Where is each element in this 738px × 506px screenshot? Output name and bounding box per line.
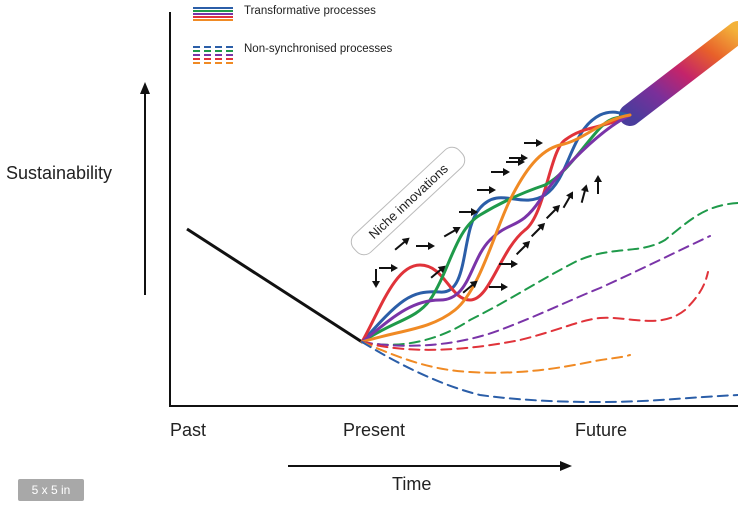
innovation-arrow <box>545 204 561 220</box>
nonsync-green <box>361 202 738 346</box>
innovation-arrow <box>462 280 478 294</box>
innovation-arrows <box>372 139 602 294</box>
innovation-arrow <box>477 186 496 194</box>
non-synchronised-processes <box>361 202 738 404</box>
size-badge: 5 x 5 in <box>18 479 84 501</box>
legend-non-synchronised-label: Non-synchronised processes <box>244 43 393 55</box>
transformative-orange <box>360 113 632 344</box>
transformative-processes <box>360 110 632 344</box>
nonsync-red <box>361 271 709 351</box>
time-arrowhead <box>560 461 572 471</box>
innovation-arrow <box>459 208 478 216</box>
innovation-arrow <box>515 240 531 256</box>
innovation-arrow <box>491 168 510 176</box>
legend-transformative-label: Transformative processes <box>244 5 376 17</box>
innovation-arrow <box>506 158 525 166</box>
transformative-red <box>360 113 632 344</box>
innovation-arrow <box>430 265 446 279</box>
transformative-green <box>360 113 632 344</box>
x-axis-label: Time <box>392 474 432 494</box>
innovation-arrow <box>372 269 380 288</box>
nonsync-orange <box>361 341 631 374</box>
x-tick-present: Present <box>343 420 406 440</box>
innovation-arrow <box>489 283 508 291</box>
innovation-arrow <box>530 222 546 238</box>
legend-dashed-swatch <box>193 46 233 64</box>
innovation-arrow <box>379 264 398 272</box>
nonsync-blue <box>361 341 738 404</box>
innovation-arrow <box>580 184 589 203</box>
innovation-arrow <box>524 139 543 147</box>
innovation-arrow <box>499 260 518 268</box>
transformation-beam <box>619 21 738 126</box>
past-trajectory <box>186 227 363 344</box>
x-tick-past: Past <box>170 420 207 440</box>
innovation-arrow <box>594 175 602 194</box>
sustainability-arrowhead <box>140 82 150 94</box>
innovation-arrow <box>394 237 410 251</box>
innovation-arrow <box>509 154 528 162</box>
x-tick-future: Future <box>575 420 628 440</box>
y-axis-label: Sustainability <box>6 163 113 183</box>
innovation-arrow <box>443 227 461 238</box>
innovation-arrow <box>562 191 573 209</box>
legend-solid-swatch <box>193 7 233 21</box>
nonsync-purple <box>361 235 711 347</box>
transformative-purple <box>360 113 632 344</box>
innovation-arrow <box>416 242 435 250</box>
niche-innovations-label: Niche innovations <box>366 161 452 242</box>
transformative-blue <box>360 110 632 344</box>
